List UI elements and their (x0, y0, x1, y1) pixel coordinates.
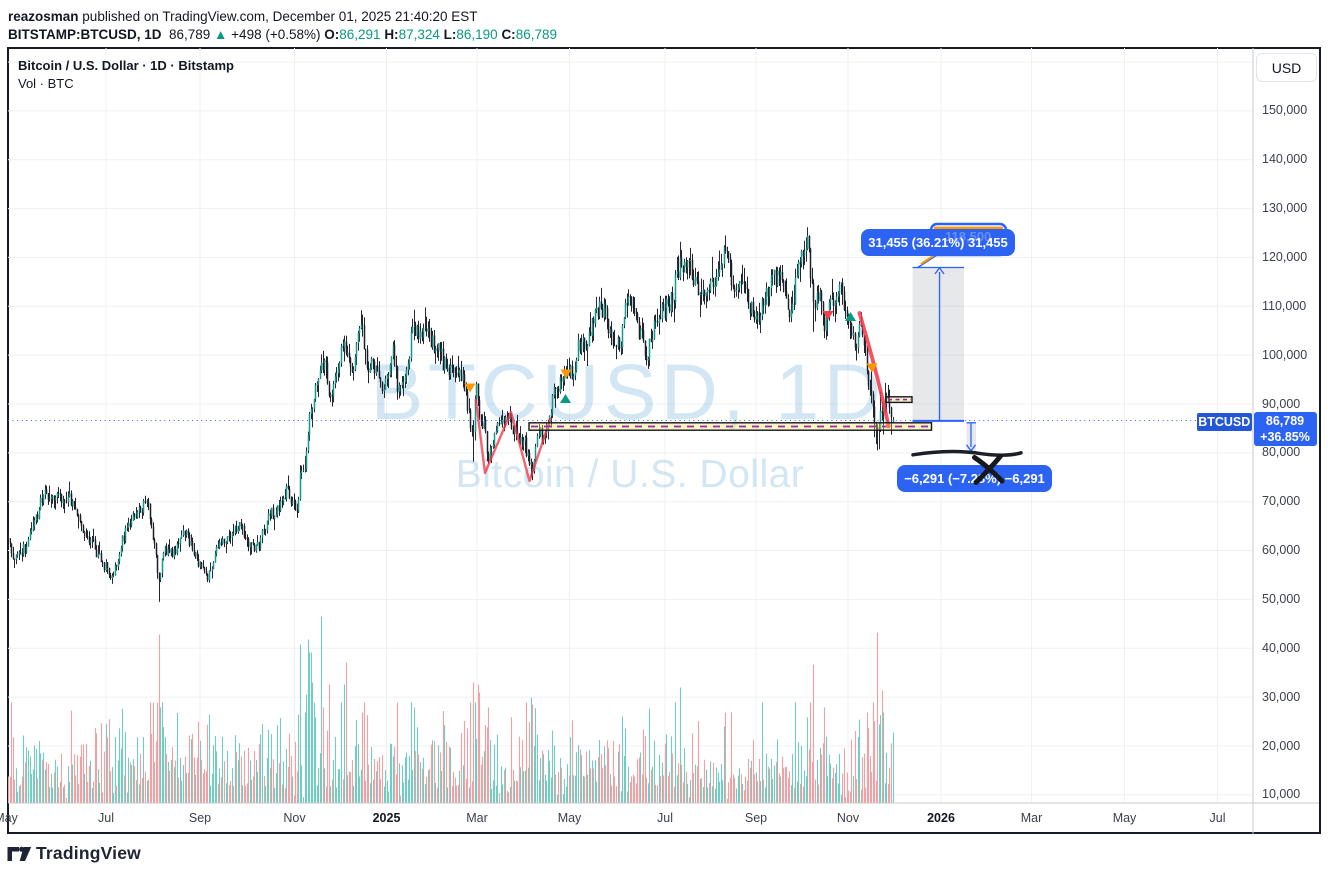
svg-text:BTCUSD, 1D: BTCUSD, 1D (371, 347, 886, 436)
svg-text:Bitcoin / U.S. Dollar: Bitcoin / U.S. Dollar (456, 453, 805, 496)
